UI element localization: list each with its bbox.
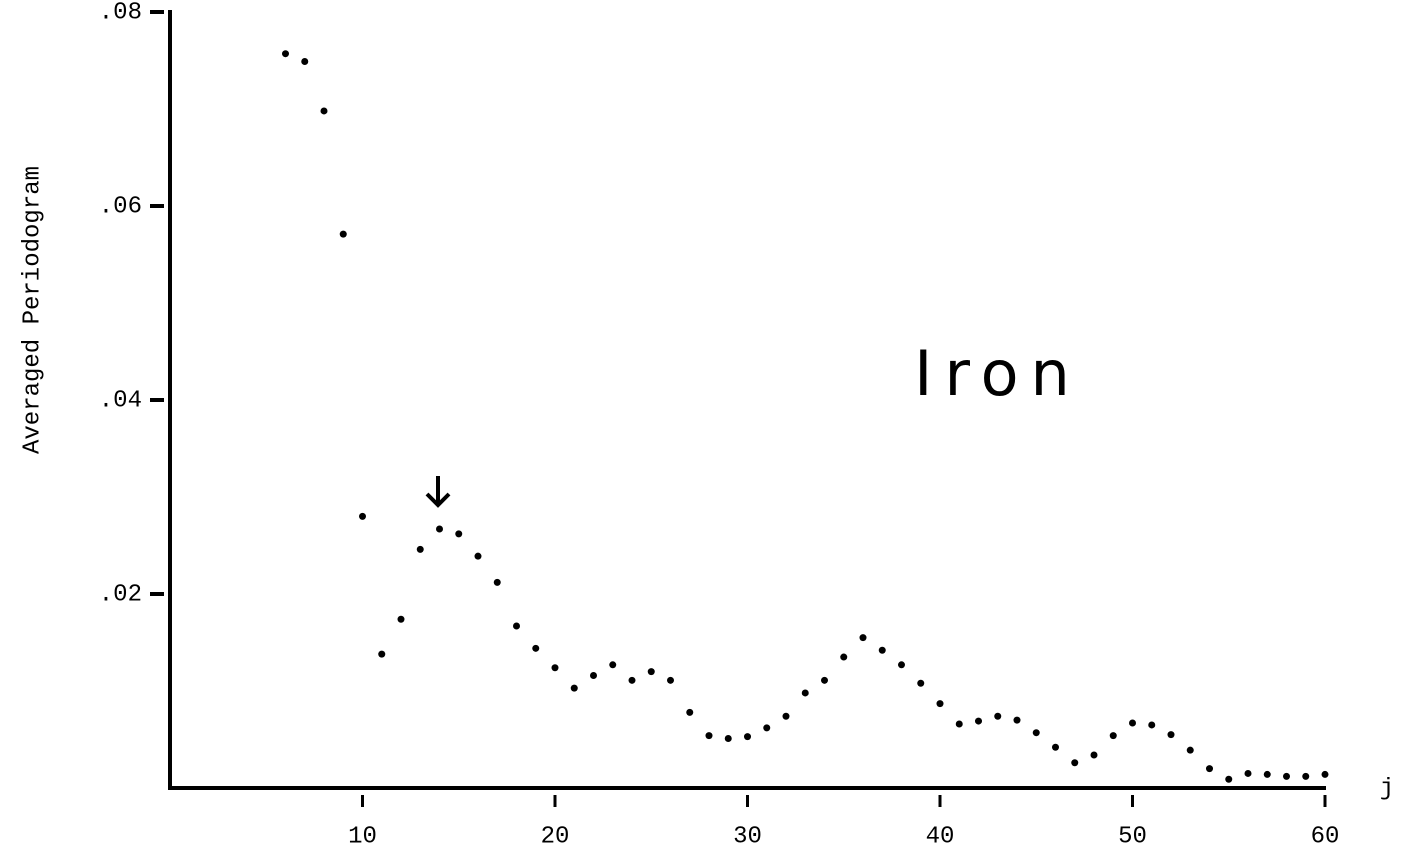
y-tick-label: .06 <box>99 193 142 220</box>
point <box>955 720 963 728</box>
point <box>898 661 905 669</box>
point <box>455 530 463 538</box>
point <box>493 578 501 586</box>
point <box>320 107 328 115</box>
x-tick-label: 10 <box>348 823 377 850</box>
point <box>1032 729 1040 737</box>
point <box>821 676 828 684</box>
point <box>1071 759 1079 767</box>
point <box>994 712 1002 720</box>
point <box>917 679 925 687</box>
point <box>1013 716 1021 724</box>
point <box>801 689 809 697</box>
point <box>513 622 520 630</box>
point <box>282 50 289 58</box>
point <box>859 634 867 642</box>
y-tick-label: .08 <box>99 0 142 26</box>
point <box>570 684 578 692</box>
point <box>840 653 848 661</box>
x-tick-label: 30 <box>733 823 762 850</box>
point <box>1109 732 1117 740</box>
point <box>551 664 559 672</box>
point <box>763 724 771 732</box>
point <box>1302 772 1310 780</box>
x-tick-label: 40 <box>926 823 955 850</box>
point <box>378 650 386 658</box>
point <box>667 676 674 684</box>
point <box>1225 775 1233 783</box>
point <box>590 671 597 679</box>
point <box>1263 770 1271 778</box>
point <box>1090 751 1098 759</box>
point <box>397 615 405 623</box>
point <box>359 512 366 520</box>
point <box>1244 769 1252 777</box>
point <box>628 676 636 684</box>
point <box>1283 772 1290 780</box>
x-axis-label: j <box>1380 775 1394 802</box>
point <box>975 717 982 725</box>
point <box>878 646 886 654</box>
point <box>705 732 713 740</box>
point <box>936 700 944 708</box>
y-tick-label: .04 <box>99 387 142 414</box>
point <box>647 668 655 676</box>
x-tick-label: 60 <box>1311 823 1340 850</box>
annotation: Iron <box>914 337 1082 410</box>
y-axis-label: Averaged Periodogram <box>19 166 46 454</box>
point <box>1167 731 1175 739</box>
y-tick-label: .02 <box>99 581 142 608</box>
point <box>301 57 309 65</box>
point <box>782 712 790 720</box>
point <box>1052 743 1059 751</box>
point <box>609 661 617 669</box>
point <box>1206 765 1213 773</box>
x-tick-label: 50 <box>1118 823 1147 850</box>
point <box>474 552 482 560</box>
point <box>724 735 732 743</box>
arrow <box>425 476 451 508</box>
point <box>532 644 540 652</box>
point <box>339 230 347 238</box>
point <box>1129 719 1136 727</box>
point <box>416 545 424 553</box>
point <box>744 733 751 741</box>
point <box>686 708 694 716</box>
point <box>436 525 443 533</box>
point <box>1148 721 1156 729</box>
point <box>1321 770 1329 778</box>
x-tick-label: 20 <box>541 823 570 850</box>
point <box>1186 746 1194 754</box>
